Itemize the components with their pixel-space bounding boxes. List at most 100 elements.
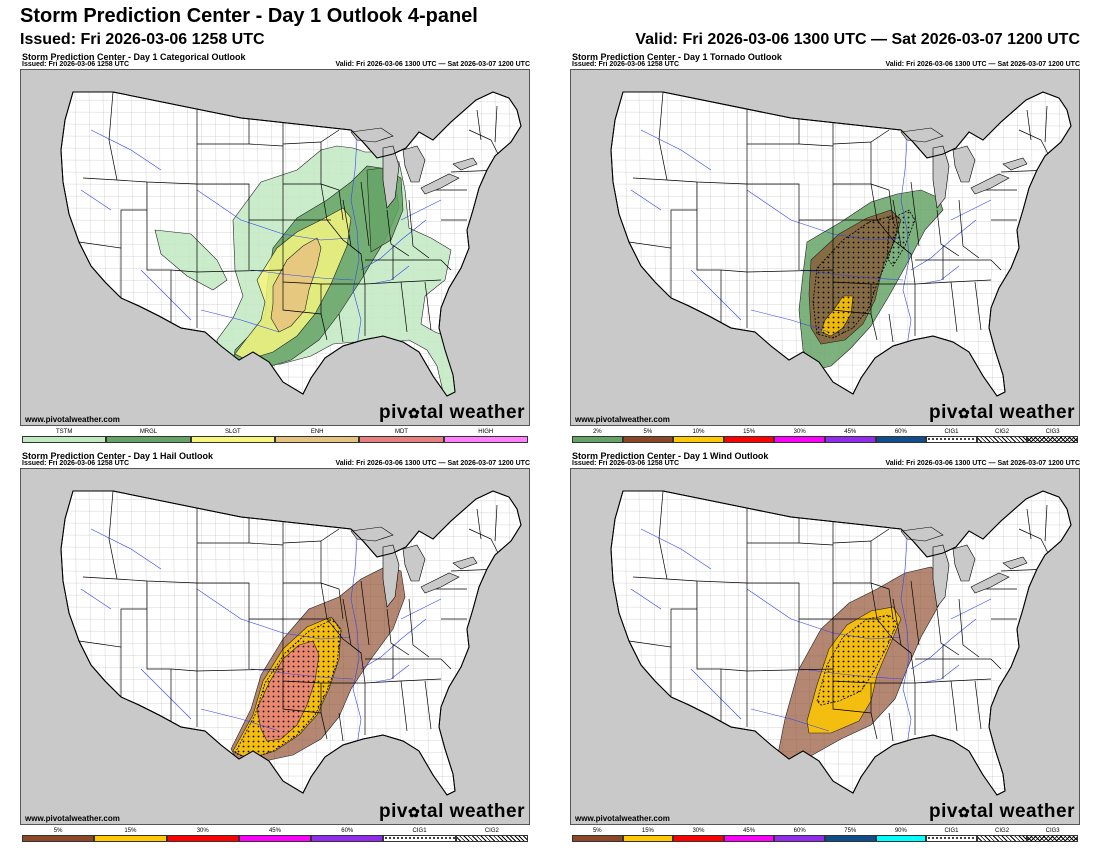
us-map-categorical <box>21 70 529 425</box>
legend-item: 60% <box>311 828 384 842</box>
legend-swatch <box>622 436 674 443</box>
hail-cig1-area-0[interactable] <box>234 618 342 760</box>
legend-item: CIG3 <box>1027 429 1078 443</box>
great-lake <box>970 173 1010 195</box>
legend-swatch <box>673 436 724 443</box>
legend-swatch <box>673 835 724 842</box>
us-map-hail <box>21 469 529 824</box>
legend-item: 45% <box>238 828 312 842</box>
pivotal-weather-logo: piv✿tal weather <box>379 801 525 822</box>
pivotal-weather-logo: piv✿tal weather <box>379 402 525 423</box>
legend-item: 45% <box>723 828 775 842</box>
categorical-risk-area-5[interactable] <box>270 237 322 333</box>
great-lake <box>452 556 478 570</box>
great-lake <box>420 173 460 195</box>
legend-item: MRGL <box>106 429 191 443</box>
legend-swatch <box>774 436 825 443</box>
wind-cig1-area-0[interactable] <box>816 614 898 706</box>
panel-valid: Valid: Fri 2026-03-06 1300 UTC — Sat 202… <box>885 61 1080 68</box>
legend-swatch <box>166 835 239 842</box>
legend-swatch <box>311 835 384 842</box>
great-lake <box>900 127 944 143</box>
panel-issued: Issued: Fri 2026-03-06 1258 UTC <box>22 460 129 467</box>
panel-title: Storm Prediction Center - Day 1 Hail Out… <box>22 451 214 461</box>
panel-title: Storm Prediction Center - Day 1 Tornado … <box>572 52 782 62</box>
great-lake <box>952 544 976 582</box>
legend-item: 60% <box>875 429 927 443</box>
legend-item: 60% <box>774 828 825 842</box>
legend-item: 15% <box>622 828 674 842</box>
legend-item: HIGH <box>443 429 528 443</box>
panel-issued: Issued: Fri 2026-03-06 1258 UTC <box>572 460 679 467</box>
us-map-wind <box>571 469 1079 824</box>
legend-item: SLGT <box>190 429 275 443</box>
legend-swatch <box>94 835 167 842</box>
site-url[interactable]: www.pivotalweather.com <box>25 814 120 823</box>
great-lake <box>1002 157 1028 171</box>
pivotal-weather-logo: piv✿tal weather <box>929 402 1075 423</box>
legend-swatch <box>926 835 977 842</box>
legend-item: CIG1 <box>926 429 977 443</box>
legend-item: 5% <box>622 429 674 443</box>
legend-item: CIG2 <box>455 828 528 842</box>
legend-swatch <box>572 436 623 443</box>
legend-swatch <box>976 436 1028 443</box>
site-url[interactable]: www.pivotalweather.com <box>575 415 670 424</box>
legend-item: 5% <box>572 828 623 842</box>
great-lake <box>382 145 400 209</box>
legend-item: 30% <box>166 828 239 842</box>
legend-hail: 5% 15% 30% 45% 60% CIG1 CIG2 <box>22 828 528 842</box>
legend-item: CIG2 <box>976 429 1028 443</box>
legend-swatch <box>926 436 977 443</box>
map-tornado[interactable]: www.pivotalweather.com piv✿tal weather <box>570 69 1080 426</box>
legend-item: 30% <box>673 828 724 842</box>
legend-swatch <box>723 436 775 443</box>
legend-item: 15% <box>723 429 775 443</box>
great-lake <box>900 526 944 542</box>
map-categorical[interactable]: www.pivotalweather.com piv✿tal weather <box>20 69 530 426</box>
panel-issued: Issued: Fri 2026-03-06 1258 UTC <box>22 61 129 68</box>
great-lake <box>350 526 394 542</box>
legend-swatch <box>443 436 528 443</box>
legend-swatch <box>274 436 360 443</box>
legend-item: 15% <box>94 828 167 842</box>
panel-valid: Valid: Fri 2026-03-06 1300 UTC — Sat 202… <box>335 460 530 467</box>
map-hail[interactable]: www.pivotalweather.com piv✿tal weather <box>20 468 530 825</box>
legend-item: CIG2 <box>976 828 1028 842</box>
legend-swatch <box>22 436 107 443</box>
gear-icon: ✿ <box>958 405 971 421</box>
legend-swatch <box>622 835 674 842</box>
categorical-risk-area-1[interactable] <box>154 229 228 291</box>
great-lake <box>350 127 394 143</box>
legend-swatch <box>383 835 456 842</box>
legend-swatch <box>455 835 528 842</box>
legend-swatch <box>22 835 95 842</box>
legend-item: CIG3 <box>1027 828 1078 842</box>
legend-item: 5% <box>22 828 95 842</box>
great-lake <box>932 544 950 608</box>
issued-time: Issued: Fri 2026-03-06 1258 UTC <box>20 31 265 48</box>
great-lake <box>952 145 976 183</box>
panel-title: Storm Prediction Center - Day 1 Wind Out… <box>572 451 769 461</box>
valid-time: Valid: Fri 2026-03-06 1300 UTC — Sat 202… <box>635 31 1080 48</box>
site-url[interactable]: www.pivotalweather.com <box>25 415 120 424</box>
panel-title: Storm Prediction Center - Day 1 Categori… <box>22 52 246 62</box>
legend-categorical: TSTM MRGL SLGT ENH MDT HIGH <box>22 429 528 443</box>
site-url[interactable]: www.pivotalweather.com <box>575 814 670 823</box>
legend-item: 10% <box>673 429 724 443</box>
panel-valid: Valid: Fri 2026-03-06 1300 UTC — Sat 202… <box>335 61 530 68</box>
panel-tornado: Storm Prediction Center - Day 1 Tornado … <box>570 52 1080 448</box>
panel-issued: Issued: Fri 2026-03-06 1258 UTC <box>572 61 679 68</box>
gear-icon: ✿ <box>408 405 421 421</box>
legend-swatch <box>238 835 312 842</box>
map-wind[interactable]: www.pivotalweather.com piv✿tal weather <box>570 468 1080 825</box>
legend-item: CIG1 <box>926 828 977 842</box>
page-title: Storm Prediction Center - Day 1 Outlook … <box>20 5 478 27</box>
great-lake <box>1002 556 1028 570</box>
legend-swatch <box>723 835 775 842</box>
gear-icon: ✿ <box>958 804 971 820</box>
legend-item: TSTM <box>22 429 107 443</box>
legend-wind: 5% 15% 30% 45% 60% 75% 90% CIG1 CIG2 CIG3 <box>572 828 1078 842</box>
gear-icon: ✿ <box>408 804 421 820</box>
us-map-tornado <box>571 70 1079 425</box>
